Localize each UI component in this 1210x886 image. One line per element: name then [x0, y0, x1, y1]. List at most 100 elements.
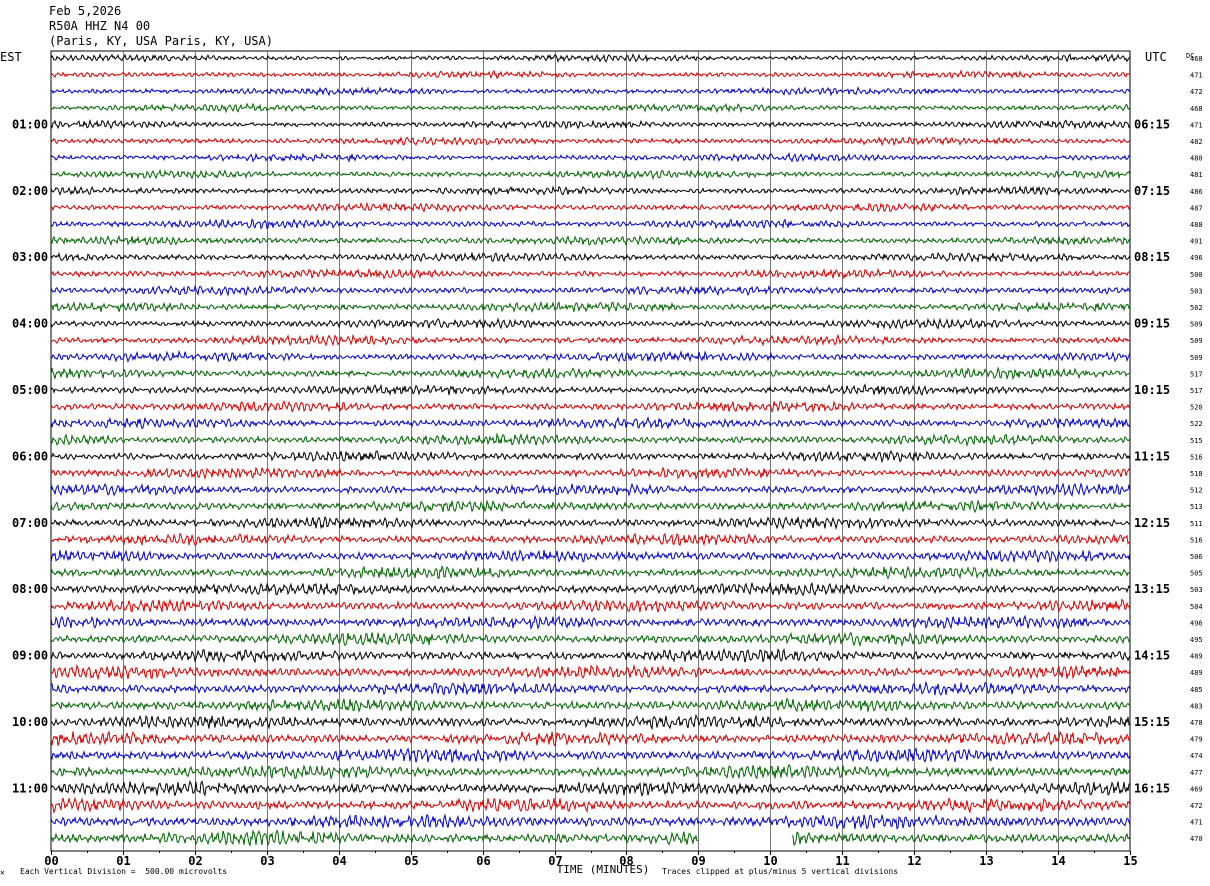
trace-row	[50, 168, 1131, 181]
clip-note: Traces clipped at plus/minus 5 vertical …	[662, 867, 899, 876]
dc-offset-label: 517	[1190, 387, 1203, 395]
trace-row	[50, 482, 1131, 497]
x-tick-label: 01	[116, 854, 130, 868]
dc-offset-label: 496	[1190, 619, 1203, 627]
trace-row	[50, 317, 1131, 330]
axis-labels: 00 01 02 03 04 05 06 07 08 09 10 11 12 13 14 15 TIME (MI…	[0, 50, 1203, 876]
dc-offset-label: 481	[1190, 171, 1203, 179]
x-axis-title: TIME (MINUTES)	[557, 863, 650, 876]
trace-row	[50, 564, 1131, 580]
trace-row	[50, 548, 1131, 564]
dc-offset-label: 522	[1190, 420, 1203, 428]
trace-row	[50, 582, 1131, 597]
utc-hour-label: 10:15	[1134, 383, 1170, 397]
x-tick-label: 05	[404, 854, 418, 868]
dc-offset-label: 478	[1190, 719, 1203, 727]
est-hour-label: 06:00	[12, 449, 48, 463]
trace-row	[50, 201, 1131, 213]
dc-offset-label: 502	[1190, 304, 1203, 312]
dc-offset-label: 509	[1190, 354, 1203, 362]
trace-row	[50, 400, 1131, 414]
est-hour-label: 05:00	[12, 383, 48, 397]
dc-offset-label: 504	[1190, 603, 1203, 611]
utc-hour-label: 15:15	[1134, 715, 1170, 729]
x-tick-label: 08	[619, 854, 633, 868]
station-label: R50A HHZ N4 00	[49, 19, 151, 33]
trace-row	[50, 118, 1131, 130]
dc-offset-label: 472	[1190, 88, 1203, 96]
dc-offset-label: 479	[1190, 736, 1203, 744]
utc-hour-label: 11:15	[1134, 449, 1170, 463]
x-tick-label: 10	[763, 854, 777, 868]
est-hour-label: 11:00	[12, 781, 48, 795]
trace-row	[50, 251, 1131, 263]
est-hour-label: 07:00	[12, 516, 48, 530]
dc-offset-label: 518	[1190, 470, 1203, 478]
dc-offset-label: 512	[1190, 487, 1203, 495]
trace-row	[50, 383, 1131, 396]
utc-label: UTC	[1145, 50, 1167, 64]
trace-row	[50, 333, 1131, 347]
trace-row	[50, 598, 1131, 614]
x-tick-label: 02	[188, 854, 202, 868]
est-hour-label: 04:00	[12, 317, 48, 331]
date-label: Feb 5,2026	[49, 4, 122, 18]
dc-offset-label: 491	[1190, 238, 1203, 246]
est-hour-label: 09:00	[12, 649, 48, 663]
dc-offset-label: 489	[1190, 653, 1203, 661]
dc-offset-label: 503	[1190, 586, 1203, 594]
seismic-traces	[50, 52, 1131, 847]
est-hour-label: 01:00	[12, 117, 48, 131]
dc-offset-label: 513	[1190, 503, 1203, 511]
trace-row	[50, 647, 1131, 664]
dc-offset-label: 483	[1190, 702, 1203, 710]
x-tick-label: 15	[1123, 854, 1137, 868]
dc-offset-label: 470	[1190, 835, 1203, 843]
trace-row	[50, 449, 1131, 464]
dc-offset-label: 520	[1190, 404, 1203, 412]
x-tick-label: 03	[260, 854, 274, 868]
utc-hour-label: 09:15	[1134, 317, 1170, 331]
est-hour-label: 03:00	[12, 250, 48, 264]
corner-mark: ✕	[0, 868, 5, 877]
trace-row	[50, 697, 1131, 713]
trace-row	[50, 151, 1131, 163]
dc-offset-label: 496	[1190, 254, 1203, 262]
scale-note: Each Vertical Division = 500.00 microvol…	[20, 867, 228, 876]
dc-offset-label: 477	[1190, 769, 1203, 777]
dc-offset-label: 515	[1190, 437, 1203, 445]
x-tick-label: 14	[1051, 854, 1065, 868]
trace-row	[50, 267, 1131, 280]
est-hour-label: 10:00	[12, 715, 48, 729]
trace-row	[50, 730, 1131, 747]
dc-offset-label: 517	[1190, 370, 1203, 378]
trace-row	[50, 466, 1131, 481]
dc-offset-label: 471	[1190, 121, 1203, 129]
utc-hour-label: 14:15	[1134, 649, 1170, 663]
est-hour-label: 08:00	[12, 582, 48, 596]
dc-offset-label: 480	[1190, 155, 1203, 163]
dc-offset-label: 472	[1190, 802, 1203, 810]
dc-offset-label: 500	[1190, 271, 1203, 279]
dc-offset-label: 489	[1190, 669, 1203, 677]
dc-offset-label: 471	[1190, 819, 1203, 827]
trace-row	[50, 746, 1131, 764]
trace-row	[50, 614, 1131, 631]
trace-row	[50, 102, 1131, 114]
trace-row	[50, 763, 1131, 781]
trace-row	[50, 300, 1131, 314]
utc-hour-label: 13:15	[1134, 582, 1170, 596]
trace-row	[50, 829, 699, 847]
dc-offset-label: 468	[1190, 105, 1203, 113]
trace-row	[50, 663, 1131, 681]
utc-hour-label: 08:15	[1134, 250, 1170, 264]
est-label: EST	[0, 50, 22, 64]
trace-row	[50, 796, 1131, 815]
dc-offset-label: 509	[1190, 337, 1203, 345]
trace-row	[50, 713, 1131, 731]
trace-row	[50, 680, 1131, 697]
dc-offset-label: 471	[1190, 72, 1203, 80]
trace-row	[50, 86, 1131, 97]
plot-frame	[50, 50, 1131, 852]
